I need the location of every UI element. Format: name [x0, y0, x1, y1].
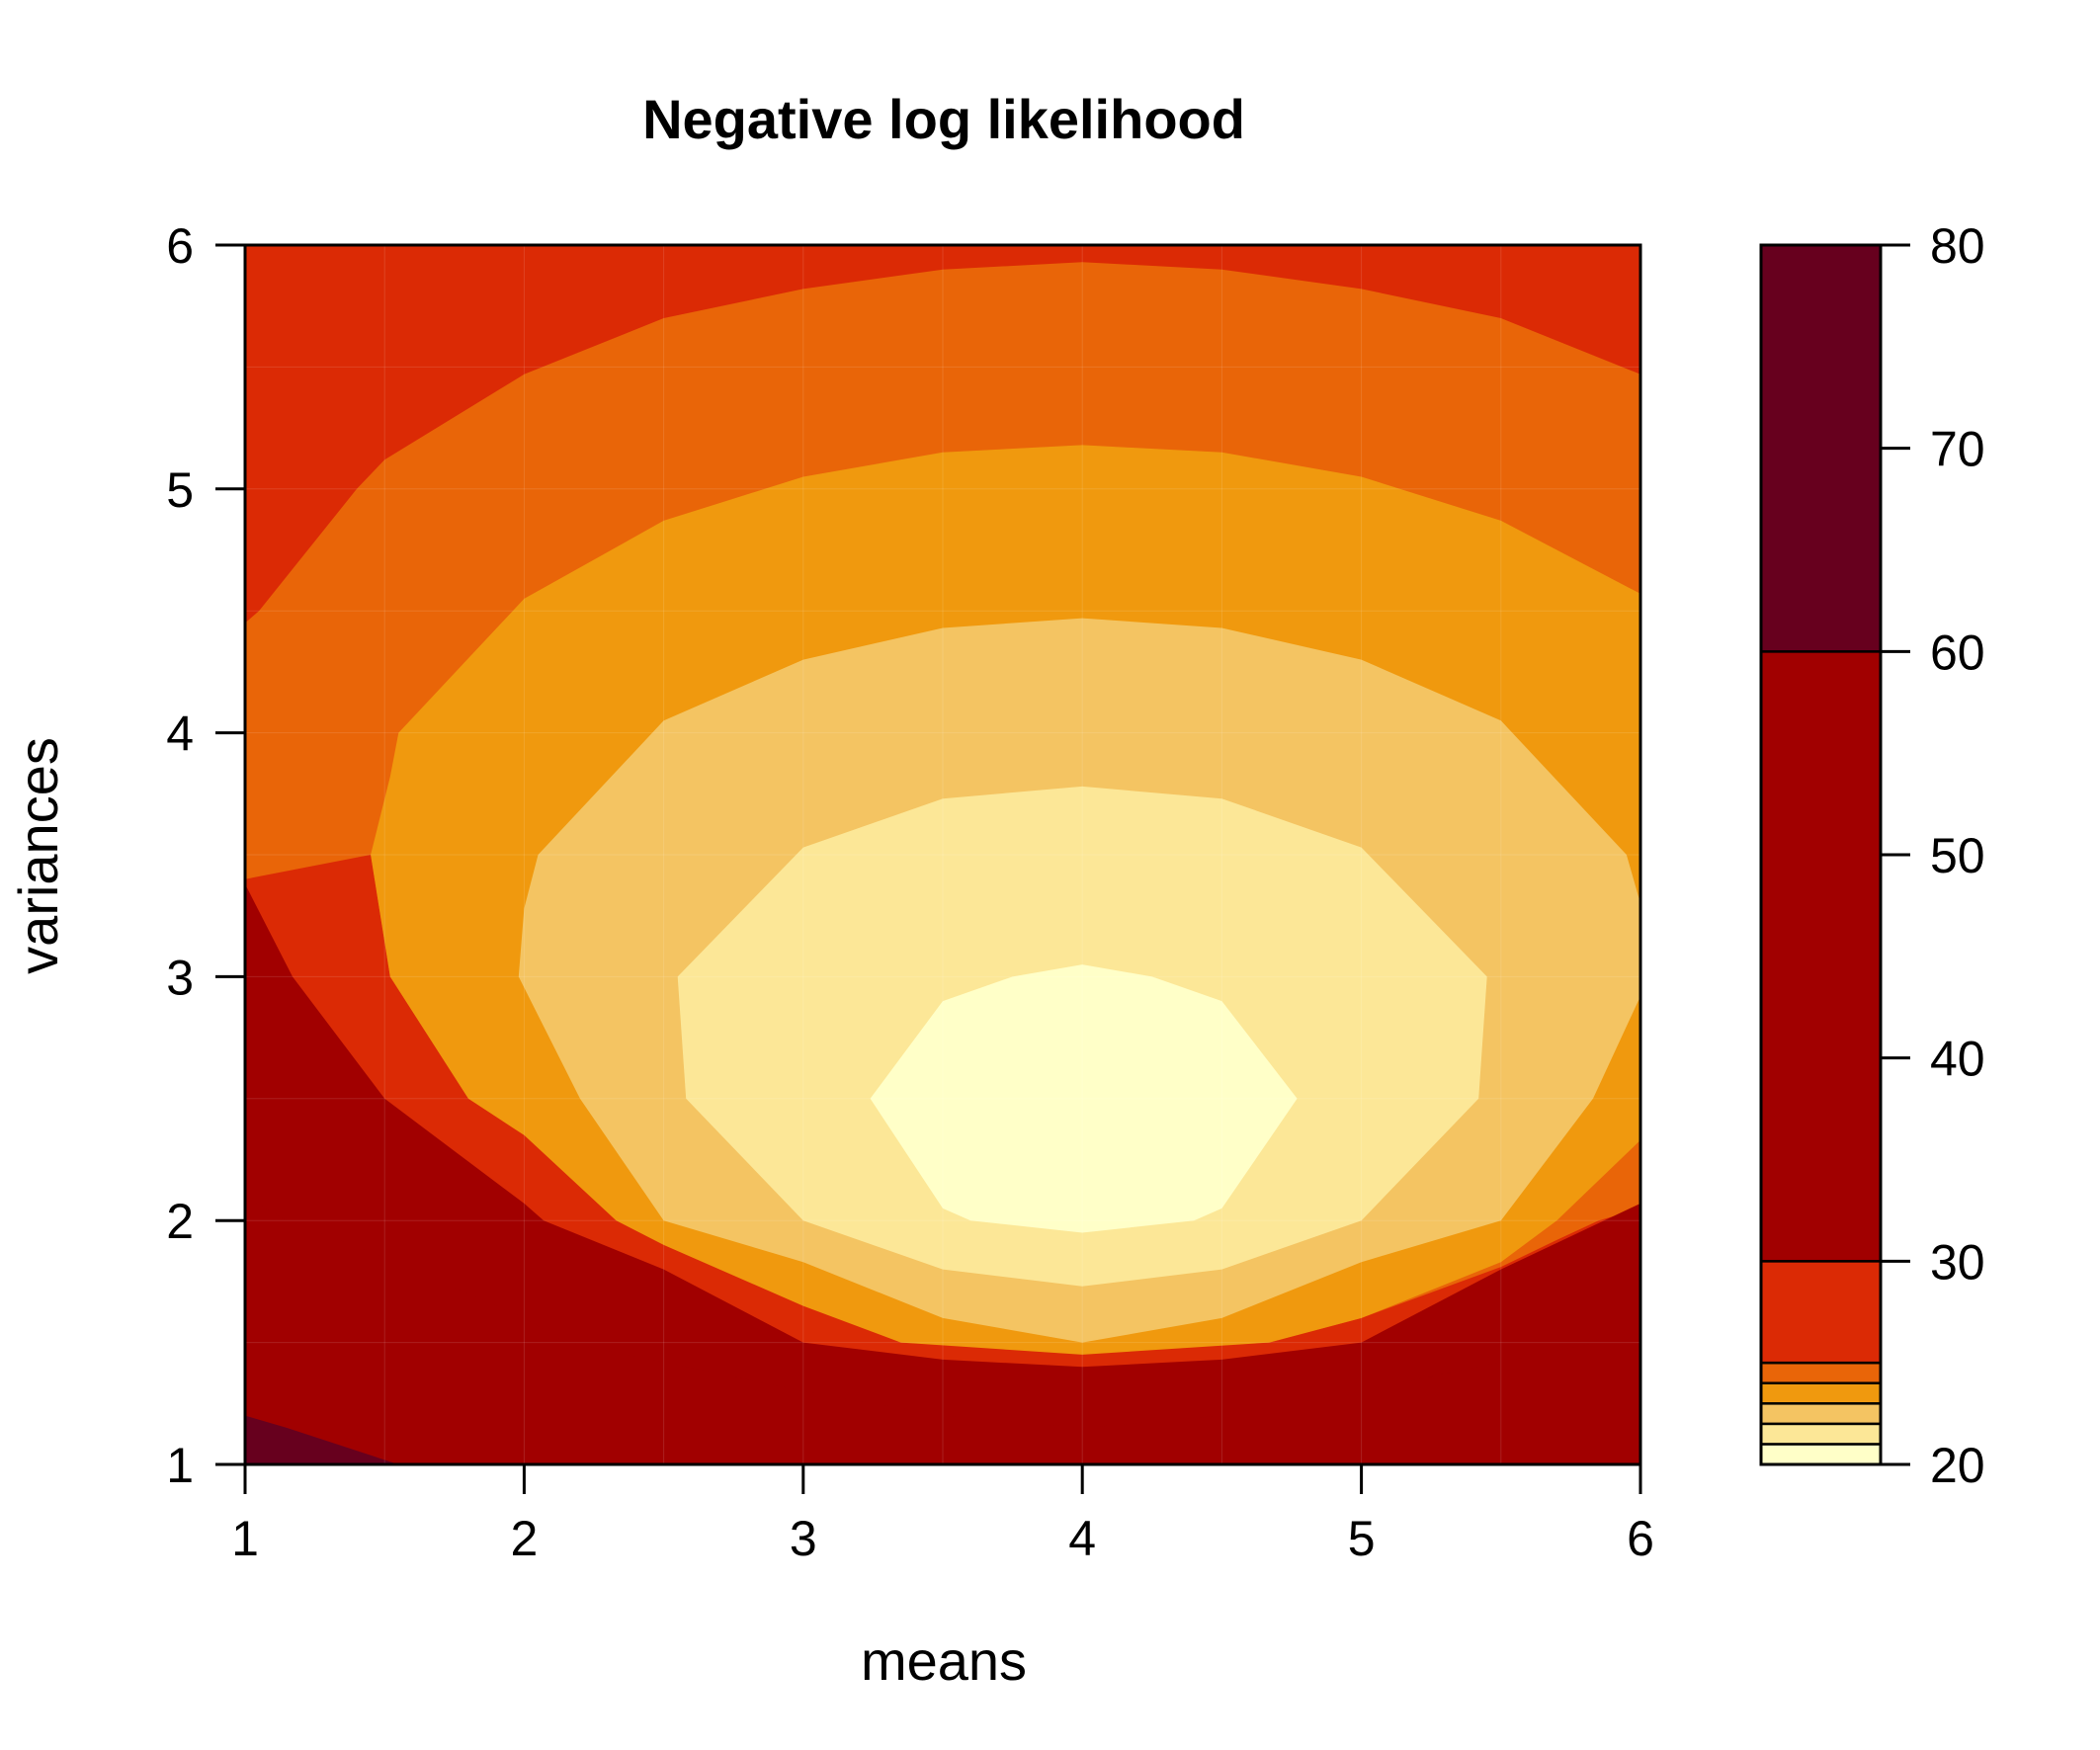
x-axis-label: means — [861, 1629, 1027, 1692]
y-tick-label: 1 — [166, 1438, 194, 1493]
y-tick-label: 5 — [166, 462, 194, 518]
plot-area — [244, 244, 1641, 1465]
colorbar-band — [1759, 1443, 1883, 1466]
x-tick-label: 3 — [790, 1511, 817, 1566]
colorbar-tick-label: 80 — [1930, 218, 1985, 274]
colorbar-band — [1759, 1422, 1883, 1446]
chart-title: Negative log likelihood — [642, 88, 1245, 150]
colorbar-band — [1759, 1402, 1883, 1426]
colorbar: 20 30 40 50 60 70 80 — [1759, 218, 1985, 1493]
colorbar-tick-label: 60 — [1930, 625, 1985, 680]
x-tick-label: 1 — [231, 1511, 259, 1566]
colorbar-tick-label: 30 — [1930, 1234, 1985, 1290]
colorbar-tick-label: 50 — [1930, 828, 1985, 883]
y-tick-label: 2 — [166, 1194, 194, 1249]
axes: 1 2 3 4 5 6 1 2 3 4 5 6 — [166, 218, 1654, 1566]
colorbar-band — [1759, 1260, 1883, 1365]
colorbar-band — [1759, 243, 1883, 653]
colorbar-tick-label: 70 — [1930, 422, 1985, 477]
colorbar-band — [1759, 650, 1883, 1263]
contour-region-30 — [245, 883, 1640, 1464]
contour-region-80 — [245, 1415, 399, 1464]
colorbar-band — [1759, 1381, 1883, 1405]
colorbar-tick-label: 40 — [1930, 1032, 1985, 1087]
x-tick-label: 6 — [1627, 1511, 1654, 1566]
x-tick-label: 4 — [1068, 1511, 1096, 1566]
y-axis-label: variances — [7, 737, 69, 974]
y-tick-label: 4 — [166, 707, 194, 762]
colorbar-tick-label: 20 — [1930, 1438, 1985, 1493]
y-tick-label: 3 — [166, 950, 194, 1005]
contour-region-21 — [870, 964, 1298, 1233]
y-tick-label: 6 — [166, 218, 194, 274]
plot-frame — [243, 243, 1642, 1466]
x-tick-label: 5 — [1348, 1511, 1376, 1566]
colorbar-band — [1759, 1361, 1883, 1384]
x-tick-label: 2 — [510, 1511, 538, 1566]
contour-region-60 — [245, 1196, 1640, 1464]
